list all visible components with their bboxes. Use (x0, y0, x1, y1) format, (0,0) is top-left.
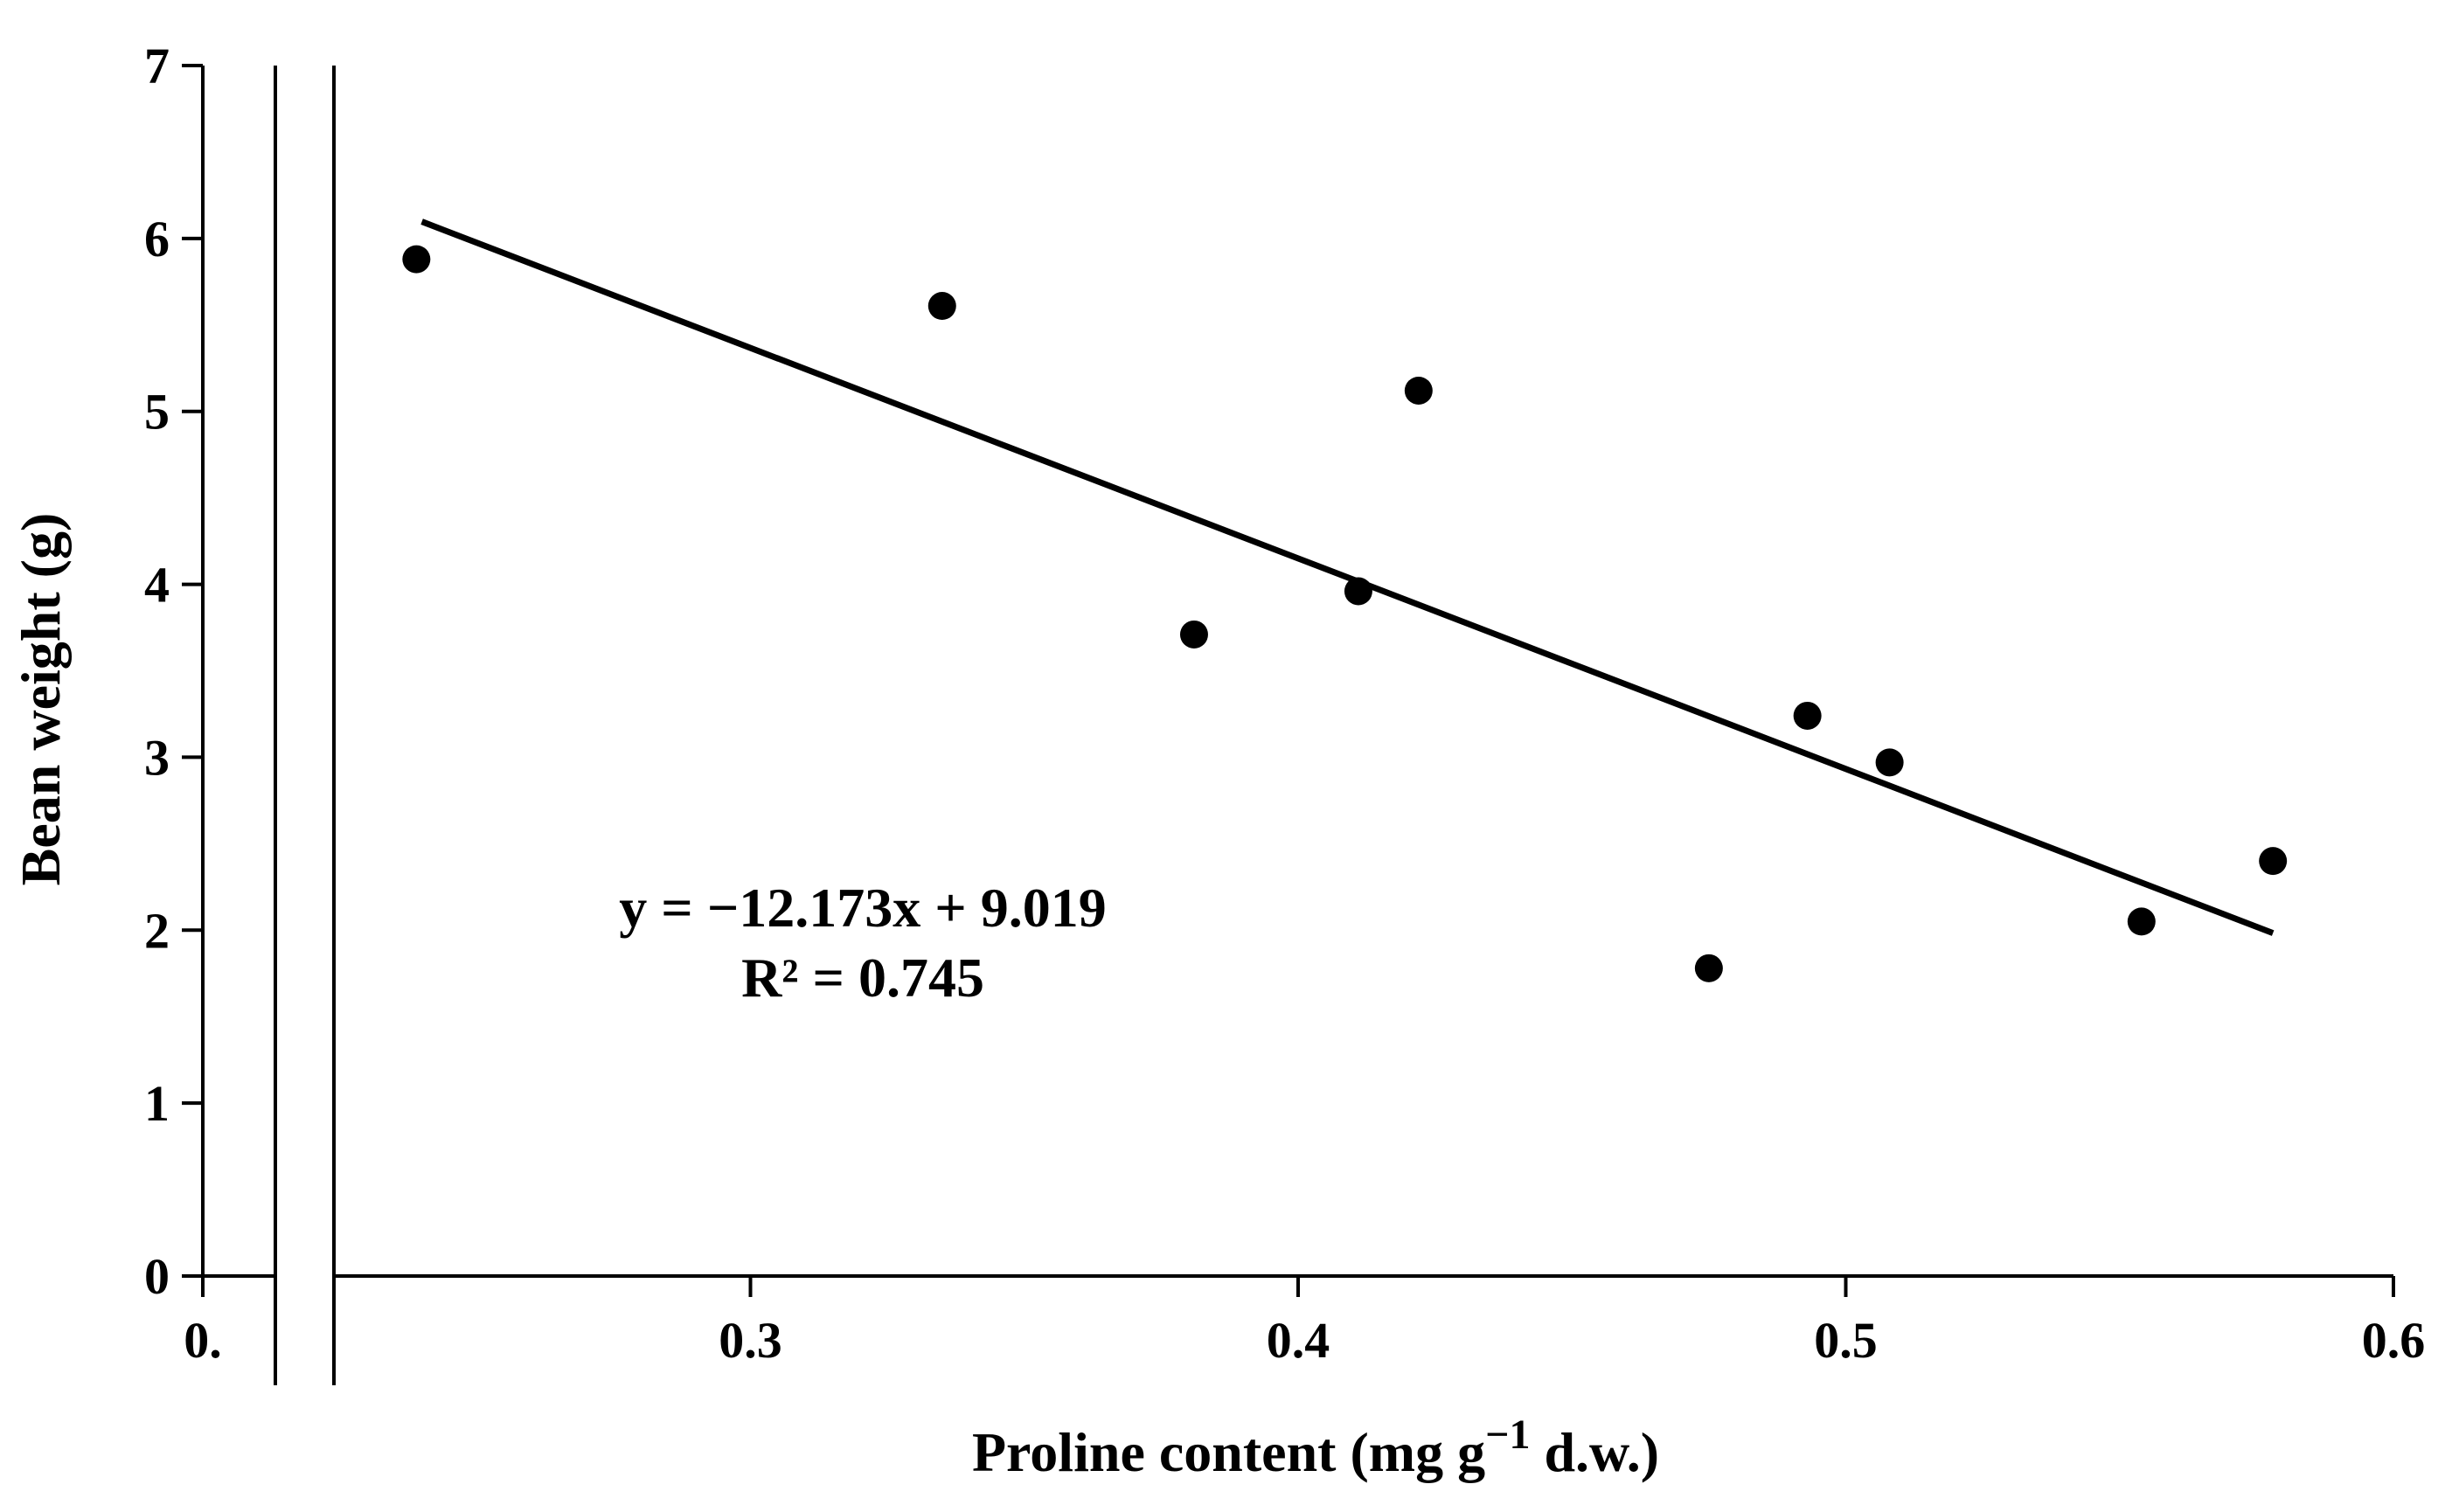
data-point-6 (1694, 954, 1723, 982)
trendline (420, 218, 2275, 936)
y-tick-label-2: 2 (144, 902, 170, 959)
x-tick-label-3: 0.5 (1814, 1312, 1878, 1369)
regression-equation: y = −12.173x + 9.019 (619, 877, 1106, 939)
x-axis-title-superscript: −1 (1485, 1411, 1530, 1458)
data-point-4 (1344, 577, 1372, 606)
y-tick-label-3: 3 (144, 729, 170, 786)
data-point-7 (1793, 701, 1822, 730)
data-point-5 (1404, 376, 1433, 405)
data-point-9 (2127, 907, 2156, 936)
y-tick-label-0: 0 (144, 1248, 170, 1305)
data-point-10 (2259, 847, 2288, 876)
axes-layer: 0 1 2 3 4 5 6 7 0. 0.3 0.4 0.5 0.6 (144, 38, 2425, 1385)
r-squared-label: R² = 0.745 (741, 947, 984, 1009)
x-tick-label-0: 0. (184, 1312, 222, 1369)
data-point-3 (1179, 620, 1208, 648)
y-tick-label-4: 4 (144, 557, 170, 614)
y-tick-label-6: 6 (144, 211, 170, 267)
x-axis-title-main: Proline content (mg g (972, 1421, 1485, 1483)
x-tick-label-2: 0.4 (1267, 1312, 1330, 1369)
y-tick-label-1: 1 (144, 1075, 170, 1132)
x-axis-title-suffix: d.w.) (1530, 1421, 1659, 1483)
data-point-1 (402, 245, 431, 274)
x-tick-label-4: 0.6 (2362, 1312, 2426, 1369)
y-tick-label-7: 7 (144, 38, 170, 94)
x-tick-label-1: 0.3 (719, 1312, 782, 1369)
data-point-8 (1875, 748, 1904, 777)
data-point-2 (927, 292, 956, 321)
y-axis-title: Bean weight (g) (10, 513, 72, 886)
x-axis-title: Proline content (mg g−1 d.w.) (972, 1411, 1659, 1483)
marks-layer (402, 218, 2288, 982)
y-tick-label-5: 5 (144, 384, 170, 440)
